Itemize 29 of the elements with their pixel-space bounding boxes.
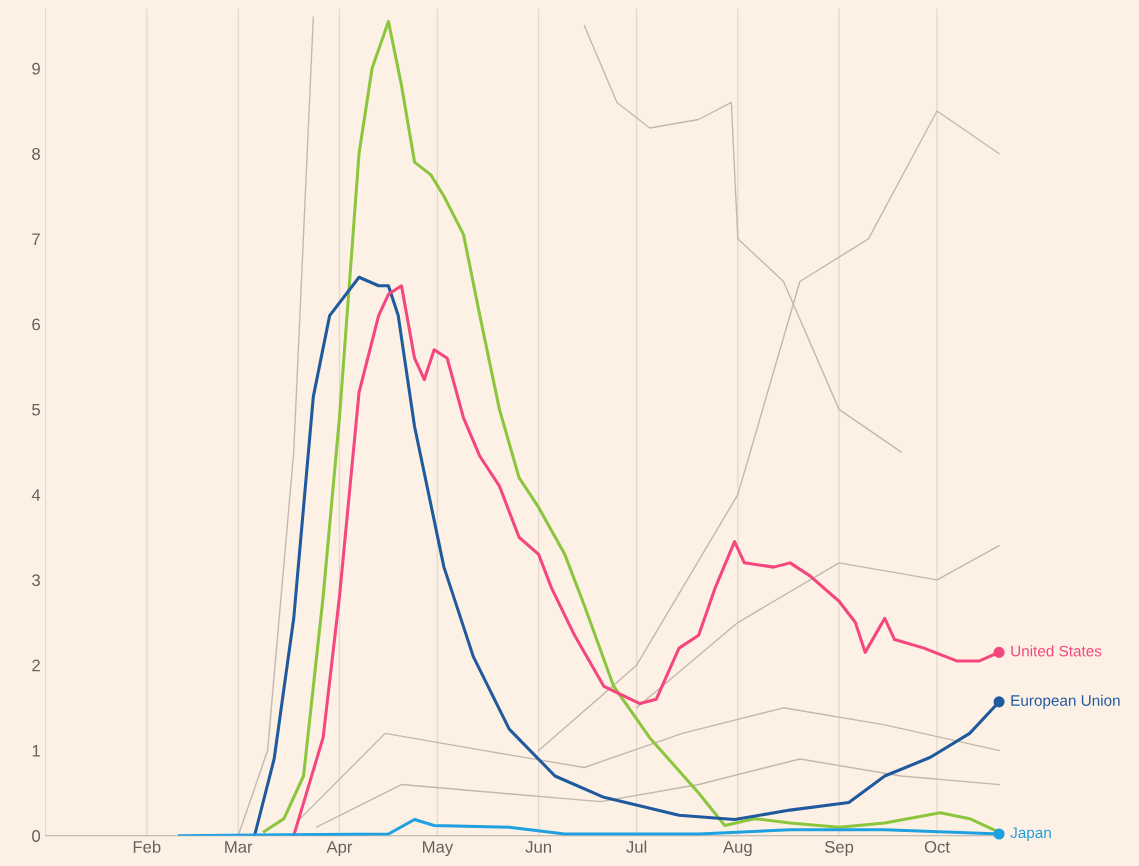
series-label: United States (1011, 645, 1102, 657)
x-tick-label: May (423, 841, 454, 857)
series-label: European Union (1011, 694, 1120, 709)
y-tick-label: 6 (32, 318, 40, 331)
line-series (315, 758, 1000, 828)
x-tick-label: Feb (133, 840, 161, 853)
y-tick-label: 1 (32, 745, 40, 757)
y-tick-label: 3 (32, 574, 40, 587)
y-tick-label: 5 (32, 403, 40, 416)
y-tick-label: 8 (32, 148, 40, 160)
series-label: Japan (1010, 827, 1051, 842)
y-tick-label: 0 (32, 830, 41, 842)
x-tick-label: Jun (525, 841, 551, 853)
x-tick-label: Mar (225, 841, 253, 853)
y-tick-label: 2 (32, 659, 40, 672)
y-tick-label: 9 (32, 62, 40, 75)
y-tick-label: 7 (32, 233, 40, 245)
line-series (635, 545, 1000, 709)
x-tick-label: Jul (626, 840, 647, 853)
line-series (237, 16, 315, 836)
point (993, 696, 1005, 708)
line-series (299, 707, 1000, 820)
x-tick-label: Oct (924, 840, 950, 853)
x-tick-label: Aug (723, 841, 752, 857)
y-tick-label: 4 (31, 489, 41, 501)
x-tick-label: Sep (824, 840, 854, 857)
point (993, 828, 1005, 840)
x-tick-label: Apr (326, 841, 353, 857)
point (993, 646, 1005, 658)
